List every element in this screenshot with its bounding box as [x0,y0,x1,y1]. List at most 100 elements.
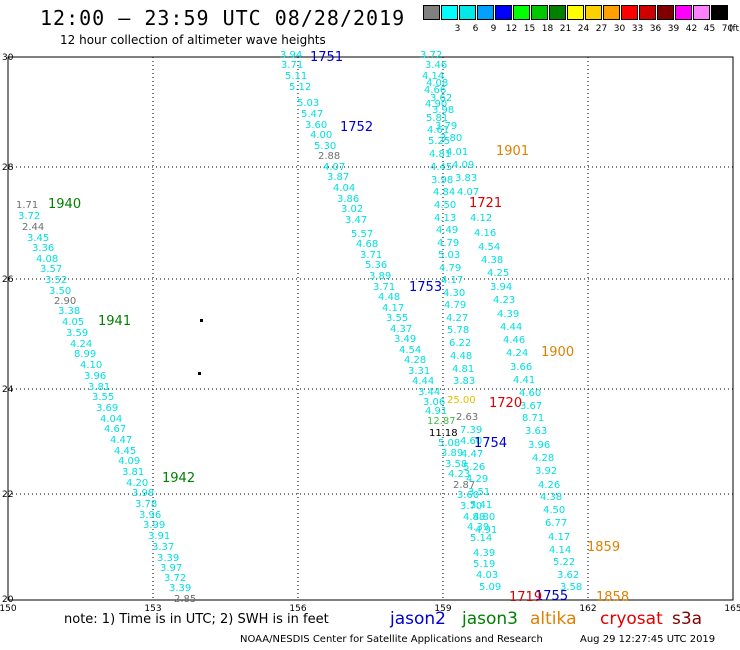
lon-tick-label: 165 [724,604,740,614]
wave-height-label: 4.91 [475,525,497,536]
wave-height-label: 4.81 [452,364,474,375]
wave-height-label: 4.07 [457,187,479,198]
lat-tick-label: 22 [2,490,13,500]
wave-height-label: 4.30 [443,288,465,299]
wave-height-label: 3.39 [169,583,191,594]
wave-height-label: 4.47 [110,435,132,446]
wave-height-label: 3.55 [386,313,408,324]
footer-timestamp: Aug 29 12:27:45 UTC 2019 [580,634,716,645]
wave-height-label: 2.44 [22,222,44,233]
wave-height-label: 4.91 [425,406,447,417]
pass-time-label: 1900 [541,345,574,360]
wave-height-label: 5.36 [365,260,387,271]
wave-height-label: 5.81 [426,113,448,124]
wave-height-label: 3.81 [88,382,110,393]
wave-height-label: 5.41 [470,500,492,511]
wave-height-label: 3.71 [360,250,382,261]
wave-height-label: 3.71 [281,60,303,71]
wave-height-label: 4.00 [310,130,332,141]
wave-height-label: 3.94 [490,282,512,293]
scale-swatch [459,5,476,20]
wave-height-label: 8.71 [522,413,544,424]
lat-tick-label: 24 [2,385,14,395]
wave-height-label: 5.03 [297,98,319,109]
scale-swatch [477,5,494,20]
scale-label: 45 [703,24,716,34]
scale-label: 21 [559,24,572,34]
wave-height-label: 3.36 [32,243,54,254]
wave-height-label: 3.96 [84,371,106,382]
wave-height-label: 4.01 [446,147,468,158]
wave-height-label: 5.26 [463,462,485,473]
scale-swatch [675,5,692,20]
lon-tick-label: 150 [0,604,17,614]
scale-label: 70 [721,24,734,34]
scale-label: 6 [472,24,479,34]
wave-height-label: 4.28 [404,355,426,366]
wave-height-label: 4.03 [476,570,498,581]
wave-height-label: 3.45 [27,233,49,244]
wave-height-label: 3.58 [560,582,582,593]
wave-height-label: 3.31 [408,366,430,377]
wave-height-label: 3.37 [152,542,174,553]
wave-height-label: 3.57 [40,264,62,275]
pass-time-label: 1719 [509,590,542,605]
wave-height-label: 4.54 [399,345,421,356]
wave-height-label: 5.19 [473,559,495,570]
wave-height-label: 4.68 [356,239,378,250]
wave-height-label: 4.05 [62,317,84,328]
wave-height-label: 4.60 [519,388,541,399]
lon-tick-label: 153 [144,604,161,614]
wave-height-label: 3.62 [430,93,452,104]
wave-height-label: 3.98 [432,105,454,116]
wave-height-label: 5.11 [285,71,307,82]
wave-height-label: 4.81 [429,149,451,160]
wave-height-label: 4.38 [540,492,562,503]
wave-height-label: 5.09 [479,582,501,593]
wave-height-label: 4.66 [424,85,446,96]
pass-time-label: 1752 [340,120,373,135]
wave-height-label: 8.99 [74,349,96,360]
pass-time-label: 1753 [409,280,442,295]
wave-height-label: 4.08 [426,78,448,89]
wave-height-label: 25.00 [447,395,476,406]
wave-height-label: 3.70 [460,501,482,512]
scale-label: 39 [667,24,680,34]
note-text: note: 1) Time is in UTC; 2) SWH is in fe… [64,612,329,627]
wave-height-label: 3.98 [132,488,154,499]
wave-height-label: 4.79 [444,300,466,311]
wave-height-label: 4.44 [500,322,522,333]
wave-height-label: 4.48 [378,292,400,303]
wave-height-label: 3.60 [457,490,479,501]
wave-height-label: 3.96 [528,440,550,451]
island-marker [200,319,203,322]
island-marker [198,372,201,375]
wave-height-label: 4.14 [422,71,444,82]
wave-height-label: 3.91 [148,531,170,542]
wave-height-label: 3.52 [45,275,67,286]
wave-height-label: 3.02 [341,204,363,215]
wave-height-label: 4.10 [80,360,102,371]
wave-height-label: 4.17 [382,303,404,314]
wave-height-label: 4.50 [543,505,565,516]
wave-height-label: 4.45 [114,446,136,457]
wave-height-label: 2.63 [456,412,478,423]
wave-height-label: 4.39 [473,548,495,559]
wave-height-label: 6.22 [449,338,471,349]
wave-height-label: 3.44 [418,387,440,398]
wave-height-label: 4.37 [390,324,412,335]
wave-height-label: 3.59 [66,328,88,339]
wave-height-label: 2.88 [318,151,340,162]
wave-height-label: 3.83 [453,376,475,387]
wave-height-label: 3.72 [18,211,40,222]
wave-height-label: 4.14 [549,545,571,556]
wave-height-label: 4.07 [323,162,345,173]
wave-height-label: 4.54 [478,242,500,253]
pass-time-label: 1754 [474,436,507,451]
wave-height-label: 3.72 [420,50,442,61]
wave-height-label: 3.86 [337,194,359,205]
lon-tick-label: 162 [579,604,596,614]
wave-height-label: 3.58 [445,459,467,470]
wave-height-label: 4.04 [333,183,355,194]
lat-tick-label: 30 [2,53,14,63]
